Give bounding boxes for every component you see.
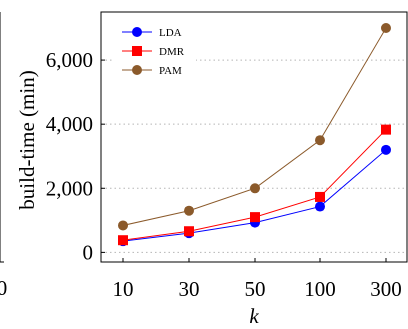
y-axis-label: build-time (min) <box>15 70 39 209</box>
x-tick-label: 10 <box>113 277 134 301</box>
data-point-pam <box>381 23 391 34</box>
data-point-pam <box>250 183 260 194</box>
legend: LDA DMR PAM <box>112 19 196 89</box>
y-tick-label: 0 <box>83 240 94 264</box>
legend-label-dmr: DMR <box>159 46 185 58</box>
legend-box <box>112 19 196 89</box>
legend-marker-dmr <box>132 46 142 56</box>
legend-marker-lda <box>132 27 142 37</box>
legend-label-pam: PAM <box>159 65 182 77</box>
data-point-dmr <box>250 212 260 223</box>
data-point-dmr <box>118 235 128 246</box>
plot-frame <box>100 11 408 263</box>
x-ticks: 10 30 50 100 300 <box>113 258 402 301</box>
y-tick-label: 2,000 <box>46 176 93 200</box>
data-point-dmr <box>315 191 325 202</box>
data-point-dmr <box>184 226 194 237</box>
data-point-lda <box>315 201 325 212</box>
legend-label-lda: LDA <box>159 27 182 39</box>
data-point-pam <box>184 205 194 216</box>
data-point-pam <box>118 220 128 231</box>
x-tick-label: 30 <box>179 277 200 301</box>
y-tick-label: 6,000 <box>46 48 93 72</box>
series-layer <box>118 23 391 247</box>
x-tick-label: 100 <box>304 277 336 301</box>
left-partial-tick-label: 0 <box>0 276 7 300</box>
legend-marker-pam <box>132 65 142 75</box>
y-tick-label: 4,000 <box>46 112 93 136</box>
left-partial-axes: 0 <box>0 12 7 300</box>
data-point-lda <box>381 144 391 155</box>
x-axis-label: k <box>249 304 259 328</box>
data-point-dmr <box>381 124 391 135</box>
legend-items: LDA DMR PAM <box>122 27 185 77</box>
data-point-pam <box>315 135 325 146</box>
x-tick-label: 300 <box>370 277 402 301</box>
x-tick-label: 50 <box>245 277 266 301</box>
y-ticks: 0 2,000 4,000 6,000 <box>46 48 105 264</box>
